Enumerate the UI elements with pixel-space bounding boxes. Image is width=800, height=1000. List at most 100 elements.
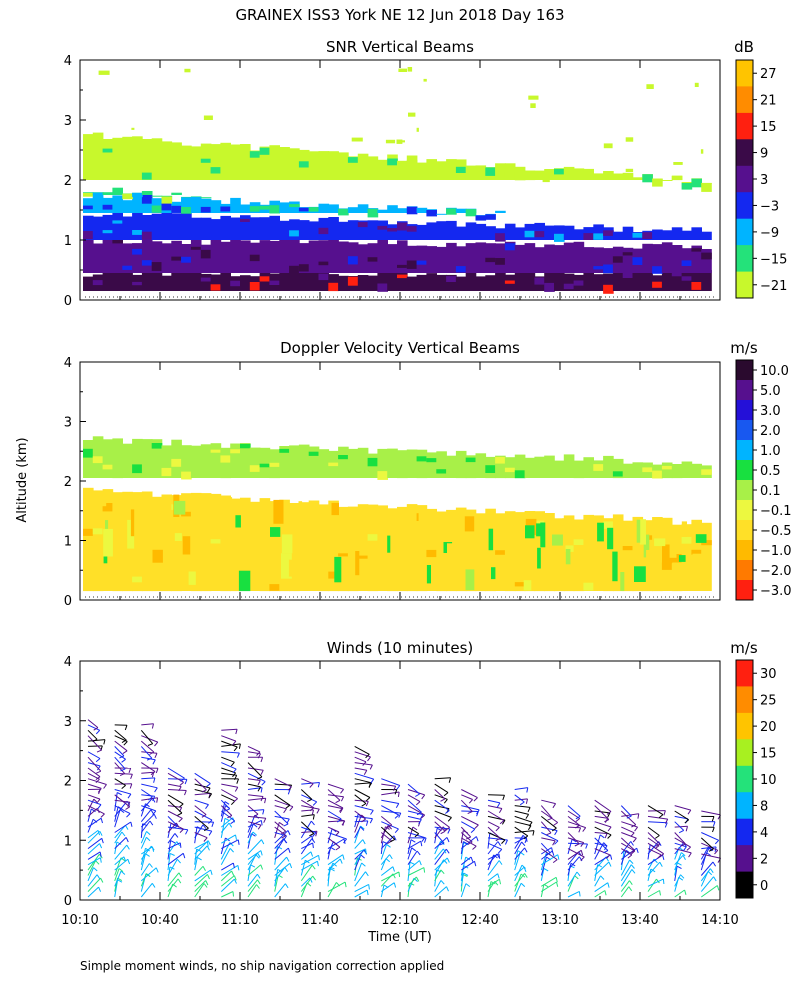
field-cell bbox=[171, 142, 182, 180]
wind-barb-feather bbox=[95, 860, 100, 865]
colorbar-swatch bbox=[736, 112, 753, 140]
wind-barb bbox=[114, 805, 131, 815]
field-cell bbox=[279, 446, 290, 478]
wind-barb-feather bbox=[465, 856, 471, 861]
field-cell bbox=[367, 534, 379, 541]
wind-barb-feather bbox=[311, 835, 314, 841]
field-cell bbox=[455, 166, 467, 173]
wind-barb bbox=[167, 783, 182, 788]
field-cell bbox=[318, 240, 330, 273]
wind-barb-feather bbox=[145, 853, 150, 857]
wind-barb-feather bbox=[498, 808, 503, 814]
field-cell bbox=[593, 266, 604, 270]
winds-colorbar-unit: m/s bbox=[730, 639, 758, 657]
x-tick-label: 13:10 bbox=[541, 913, 578, 928]
doppler-variations bbox=[98, 494, 707, 592]
field-cell bbox=[573, 241, 585, 273]
wind-barb bbox=[220, 875, 235, 887]
wind-barb-feather bbox=[207, 874, 210, 880]
wind-barb-feather bbox=[465, 836, 471, 840]
field-cell bbox=[102, 439, 114, 478]
field-cell bbox=[691, 463, 702, 478]
field-cell bbox=[298, 502, 310, 591]
wind-barb bbox=[621, 826, 635, 834]
wind-barb bbox=[354, 778, 372, 784]
field-cell bbox=[661, 180, 673, 181]
field-cell bbox=[554, 233, 565, 242]
wind-barb-feather bbox=[180, 777, 185, 782]
wind-barb bbox=[87, 745, 103, 747]
wind-barb-feather bbox=[474, 824, 479, 829]
snr-speckle bbox=[113, 153, 121, 158]
wind-barb bbox=[460, 883, 467, 898]
doppler-cell bbox=[654, 538, 666, 547]
wind-barb bbox=[141, 771, 154, 774]
wind-barb bbox=[594, 875, 602, 887]
field-cell bbox=[397, 222, 408, 231]
wind-barb bbox=[301, 799, 315, 809]
wind-barb bbox=[301, 794, 317, 803]
wind-barb-feather bbox=[398, 812, 402, 818]
wind-barb-feather bbox=[93, 798, 98, 803]
doppler-cell bbox=[607, 527, 614, 550]
wind-barb bbox=[381, 871, 400, 882]
wind-barb-feather bbox=[656, 878, 660, 884]
wind-barb-feather bbox=[155, 867, 159, 873]
wind-barb-feather bbox=[154, 787, 158, 793]
field-cell bbox=[269, 584, 280, 591]
x-tick-label: 10:10 bbox=[61, 913, 98, 928]
field-cell bbox=[347, 207, 359, 213]
wind-barb bbox=[220, 817, 234, 828]
wind-barb bbox=[381, 821, 399, 830]
wind-barb-feather bbox=[337, 818, 342, 823]
field-cell bbox=[622, 520, 634, 592]
wind-barb-feather bbox=[521, 841, 526, 847]
wind-barb bbox=[274, 883, 286, 898]
field-cell bbox=[544, 282, 555, 292]
wind-barb-feather bbox=[343, 838, 347, 844]
field-cell bbox=[230, 217, 241, 240]
field-cell bbox=[416, 162, 428, 180]
wind-barb bbox=[460, 830, 464, 844]
wind-barb bbox=[567, 842, 588, 845]
doppler-cell bbox=[173, 500, 186, 515]
wind-barb bbox=[354, 772, 374, 780]
wind-barb bbox=[460, 832, 473, 843]
field-cell bbox=[416, 260, 428, 265]
wind-barb-feather bbox=[232, 740, 237, 746]
wind-barb bbox=[327, 783, 344, 790]
wind-barb bbox=[461, 810, 479, 812]
wind-barb-feather bbox=[446, 886, 449, 892]
field-cell bbox=[230, 280, 241, 287]
field-cell bbox=[593, 464, 604, 471]
field-cell bbox=[357, 222, 369, 228]
wind-barb-feather bbox=[580, 856, 585, 861]
wind-barb bbox=[514, 826, 529, 837]
field-cell bbox=[495, 455, 506, 479]
wind-barb bbox=[380, 844, 387, 860]
field-cell bbox=[642, 232, 653, 239]
wind-barb bbox=[221, 735, 237, 742]
wind-barb bbox=[407, 862, 411, 881]
wind-barb-feather bbox=[286, 856, 290, 862]
field-cell bbox=[436, 221, 447, 240]
field-cell bbox=[495, 163, 506, 180]
wind-barb bbox=[194, 869, 211, 882]
colorbar-label: −2.0 bbox=[760, 564, 792, 579]
wind-barb-feather bbox=[124, 725, 128, 731]
wind-barb bbox=[674, 821, 685, 831]
wind-barb bbox=[194, 778, 207, 791]
colorbar-swatch bbox=[736, 480, 753, 501]
wind-barb bbox=[354, 745, 370, 755]
field-cell bbox=[612, 173, 624, 180]
field-cell bbox=[681, 536, 693, 544]
wind-barb bbox=[327, 820, 345, 823]
wind-barb bbox=[380, 825, 389, 839]
wind-barb bbox=[221, 756, 235, 763]
doppler-cell bbox=[182, 536, 191, 555]
wind-barb-feather bbox=[554, 830, 558, 836]
wind-barb-feather bbox=[312, 832, 317, 837]
field-cell bbox=[83, 487, 94, 592]
field-cell bbox=[338, 455, 349, 460]
